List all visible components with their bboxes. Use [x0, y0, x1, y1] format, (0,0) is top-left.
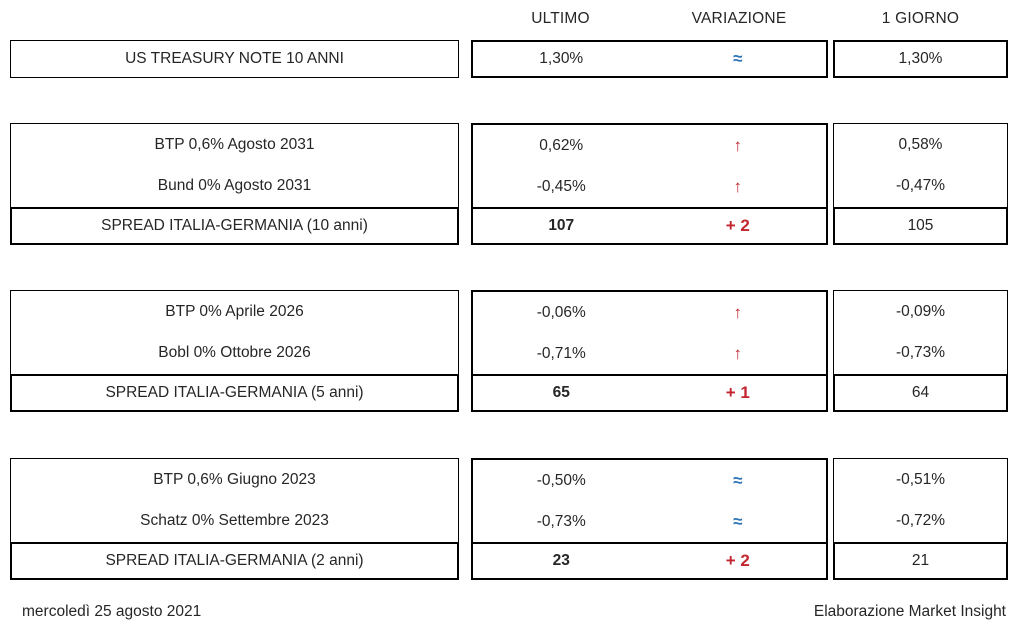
spread-ultimo-value: 107 — [548, 217, 575, 234]
bond-label: BTP 0,6% Giugno 2023 — [153, 470, 316, 488]
bond-values-box: 0,62% ↑ -0,45% ↑ — [471, 123, 828, 207]
approx-equal-icon: ≈ — [733, 49, 743, 68]
bond-1giorno-box: -0,09% -0,73% — [833, 290, 1008, 374]
bond-label: BTP 0% Aprile 2026 — [165, 302, 304, 320]
giorno-value: -0,73% — [895, 344, 946, 362]
spread-change-value: + 2 — [725, 551, 750, 570]
up-arrow-icon: ↑ — [733, 135, 743, 155]
spread-values-box: 65 + 1 — [471, 374, 828, 412]
bond-label: Bobl 0% Ottobre 2026 — [158, 344, 311, 362]
spread-change-value: + 1 — [725, 383, 750, 402]
treasury-values-box: 1,30% ≈ — [471, 40, 828, 78]
spread-1giorno-box: 64 — [833, 374, 1008, 412]
bond-labels-box: BTP 0% Aprile 2026 Bobl 0% Ottobre 2026 — [10, 290, 459, 374]
up-arrow-icon: ↑ — [733, 302, 743, 322]
ultimo-value: -0,71% — [536, 344, 586, 362]
treasury-label-box: US TREASURY NOTE 10 ANNI — [10, 40, 459, 78]
ultimo-value: -0,06% — [536, 303, 586, 321]
spread-ultimo-value: 23 — [552, 552, 570, 569]
col-header-variazione: VARIAZIONE — [691, 10, 787, 27]
bond-1giorno-box: -0,51% -0,72% — [833, 458, 1008, 542]
bond-label: BTP 0,6% Agosto 2031 — [154, 135, 315, 153]
col-header-ultimo: ULTIMO — [531, 10, 590, 27]
spread-giorno-value: 64 — [911, 384, 930, 401]
spread-label: SPREAD ITALIA-GERMANIA (2 anni) — [105, 552, 364, 569]
bond-labels-box: BTP 0,6% Giugno 2023 Schatz 0% Settembre… — [10, 458, 459, 542]
giorno-value: -0,09% — [895, 302, 946, 320]
ultimo-value: -0,73% — [536, 512, 586, 530]
giorno-value: 0,58% — [898, 135, 943, 153]
spread-1giorno-box: 105 — [833, 207, 1008, 245]
spread-1giorno-box: 21 — [833, 542, 1008, 580]
up-arrow-icon: ↑ — [733, 343, 743, 363]
spread-values-box: 107 + 2 — [471, 207, 828, 245]
spread-label-box: SPREAD ITALIA-GERMANIA (5 anni) — [10, 374, 459, 412]
spread-values-box: 23 + 2 — [471, 542, 828, 580]
ultimo-value: -0,50% — [536, 471, 586, 489]
bond-values-box: -0,06% ↑ -0,71% ↑ — [471, 290, 828, 374]
treasury-1giorno-box: 1,30% — [833, 40, 1008, 78]
ultimo-value: -0,45% — [536, 177, 586, 195]
report-date: mercoledì 25 agosto 2021 — [22, 603, 202, 620]
ultimo-value: 0,62% — [539, 136, 584, 154]
giorno-value: -0,47% — [895, 177, 946, 195]
spread-label: SPREAD ITALIA-GERMANIA (5 anni) — [105, 384, 364, 401]
up-arrow-icon: ↑ — [733, 176, 743, 196]
bond-label: Schatz 0% Settembre 2023 — [140, 512, 329, 530]
bond-values-box: -0,50% ≈ -0,73% ≈ — [471, 458, 828, 542]
report-credit: Elaborazione Market Insight — [813, 603, 1006, 620]
giorno-value: -0,72% — [895, 512, 946, 530]
treasury-ultimo-value: 1,30% — [539, 50, 584, 67]
spread-change-value: + 2 — [725, 216, 750, 235]
approx-equal-icon: ≈ — [733, 470, 743, 490]
spread-giorno-value: 21 — [911, 552, 930, 569]
bond-label: Bund 0% Agosto 2031 — [157, 177, 312, 195]
treasury-1giorno-value: 1,30% — [898, 50, 943, 67]
approx-equal-icon: ≈ — [733, 511, 743, 531]
spread-label-box: SPREAD ITALIA-GERMANIA (10 anni) — [10, 207, 459, 245]
spread-giorno-value: 105 — [907, 217, 934, 234]
spread-ultimo-value: 65 — [552, 384, 570, 401]
giorno-value: -0,51% — [895, 470, 946, 488]
spread-label-box: SPREAD ITALIA-GERMANIA (2 anni) — [10, 542, 459, 580]
spread-label: SPREAD ITALIA-GERMANIA (10 anni) — [101, 217, 368, 234]
treasury-label: US TREASURY NOTE 10 ANNI — [125, 50, 344, 67]
bond-labels-box: BTP 0,6% Agosto 2031 Bund 0% Agosto 2031 — [10, 123, 459, 207]
bond-1giorno-box: 0,58% -0,47% — [833, 123, 1008, 207]
col-header-1-giorno: 1 GIORNO — [881, 10, 960, 27]
